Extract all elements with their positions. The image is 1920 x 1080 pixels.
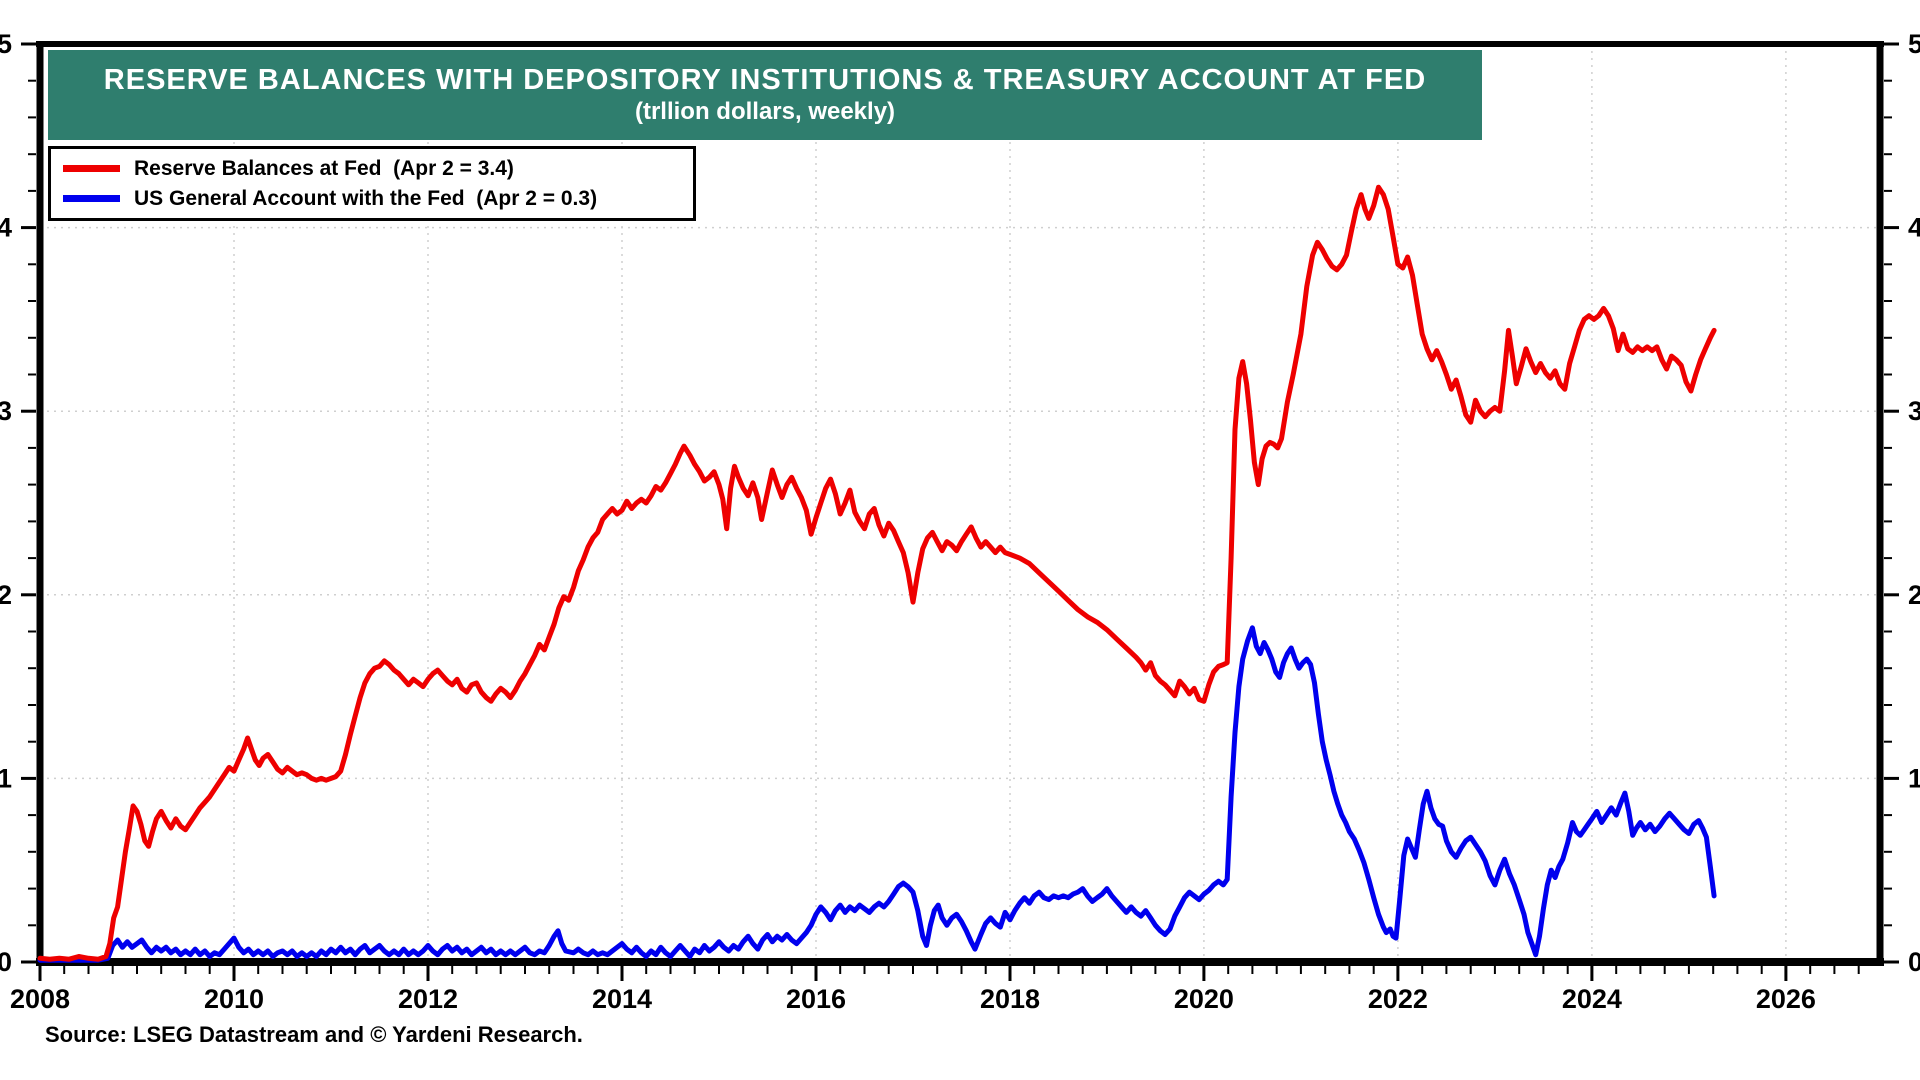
- legend-item-reserve-balances: Reserve Balances at Fed (Apr 2 = 3.4): [63, 156, 685, 181]
- us-general-account-line: [37, 625, 1717, 963]
- y-tick-label-right-0: 0: [1908, 947, 1920, 977]
- x-tick-label-2010: 2010: [204, 984, 264, 1014]
- source-note: Source: LSEG Datastream and © Yardeni Re…: [45, 1022, 583, 1047]
- x-tick-label-2008: 2008: [10, 984, 70, 1014]
- y-tick-label-left-1: 1: [0, 763, 12, 793]
- y-tick-label-left-5: 5: [0, 29, 12, 59]
- y-tick-label-right-5: 5: [1908, 29, 1920, 59]
- y-tick-label-left-3: 3: [0, 396, 12, 426]
- legend-label-us-general-account: US General Account with the Fed (Apr 2 =…: [134, 187, 598, 210]
- reserve-balances-line: [37, 184, 1717, 962]
- x-tick-label-2020: 2020: [1174, 984, 1234, 1014]
- legend-swatch-red-line: [63, 165, 120, 172]
- x-tick-label-2026: 2026: [1756, 984, 1816, 1014]
- y-tick-label-left-4: 4: [0, 213, 12, 243]
- y-tick-label-left-0: 0: [0, 947, 12, 977]
- title-banner: RESERVE BALANCES WITH DEPOSITORY INSTITU…: [48, 50, 1482, 140]
- legend-label-reserve-balances: Reserve Balances at Fed (Apr 2 = 3.4): [134, 157, 514, 180]
- x-tick-label-2014: 2014: [592, 984, 652, 1014]
- x-tick-label-2022: 2022: [1368, 984, 1428, 1014]
- x-tick-label-2012: 2012: [398, 984, 458, 1014]
- legend: Reserve Balances at Fed (Apr 2 = 3.4) US…: [48, 146, 696, 221]
- y-tick-label-right-1: 1: [1908, 763, 1920, 793]
- x-tick-label-2016: 2016: [786, 984, 846, 1014]
- chart-title: RESERVE BALANCES WITH DEPOSITORY INSTITU…: [103, 64, 1427, 96]
- y-tick-label-right-3: 3: [1908, 396, 1920, 426]
- x-tick-label-2024: 2024: [1562, 984, 1622, 1014]
- chart-subtitle: (trllion dollars, weekly): [634, 98, 896, 125]
- y-tick-label-left-2: 2: [0, 580, 12, 610]
- y-tick-label-right-4: 4: [1908, 213, 1920, 243]
- x-tick-label-2018: 2018: [980, 984, 1040, 1014]
- legend-swatch-blue-line: [63, 195, 120, 202]
- y-tick-label-right-2: 2: [1908, 580, 1920, 610]
- legend-item-us-general-account: US General Account with the Fed (Apr 2 =…: [63, 186, 685, 211]
